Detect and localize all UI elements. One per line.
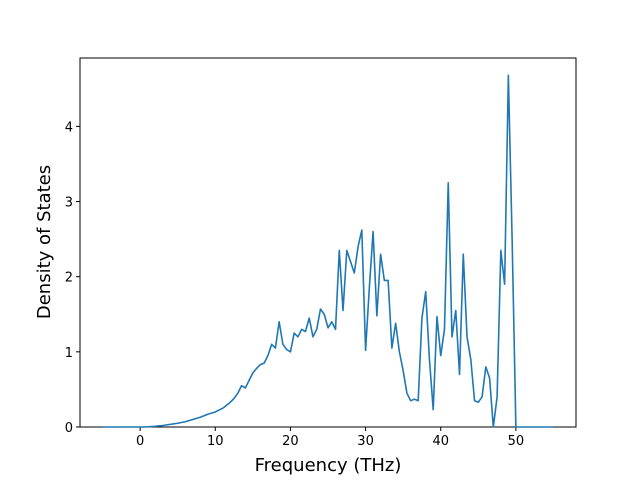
x-tick-label: 30: [357, 434, 374, 449]
y-axis-label: Density of States: [34, 165, 55, 319]
y-tick-label: 3: [65, 196, 73, 211]
data-line: [102, 74, 554, 428]
x-axis-label: Frequency (THz): [255, 455, 402, 476]
y-tick-label: 1: [65, 346, 73, 361]
x-tick-label: 40: [432, 434, 449, 449]
y-tick-label: 0: [65, 421, 73, 436]
x-tick-label: 0: [136, 434, 144, 449]
x-tick-label: 20: [282, 434, 299, 449]
x-tick-label: 10: [207, 434, 224, 449]
y-tick-label: 4: [65, 120, 73, 135]
axes-frame: [79, 57, 577, 428]
y-tick-label: 2: [65, 271, 73, 286]
x-tick-label: 50: [508, 434, 525, 449]
